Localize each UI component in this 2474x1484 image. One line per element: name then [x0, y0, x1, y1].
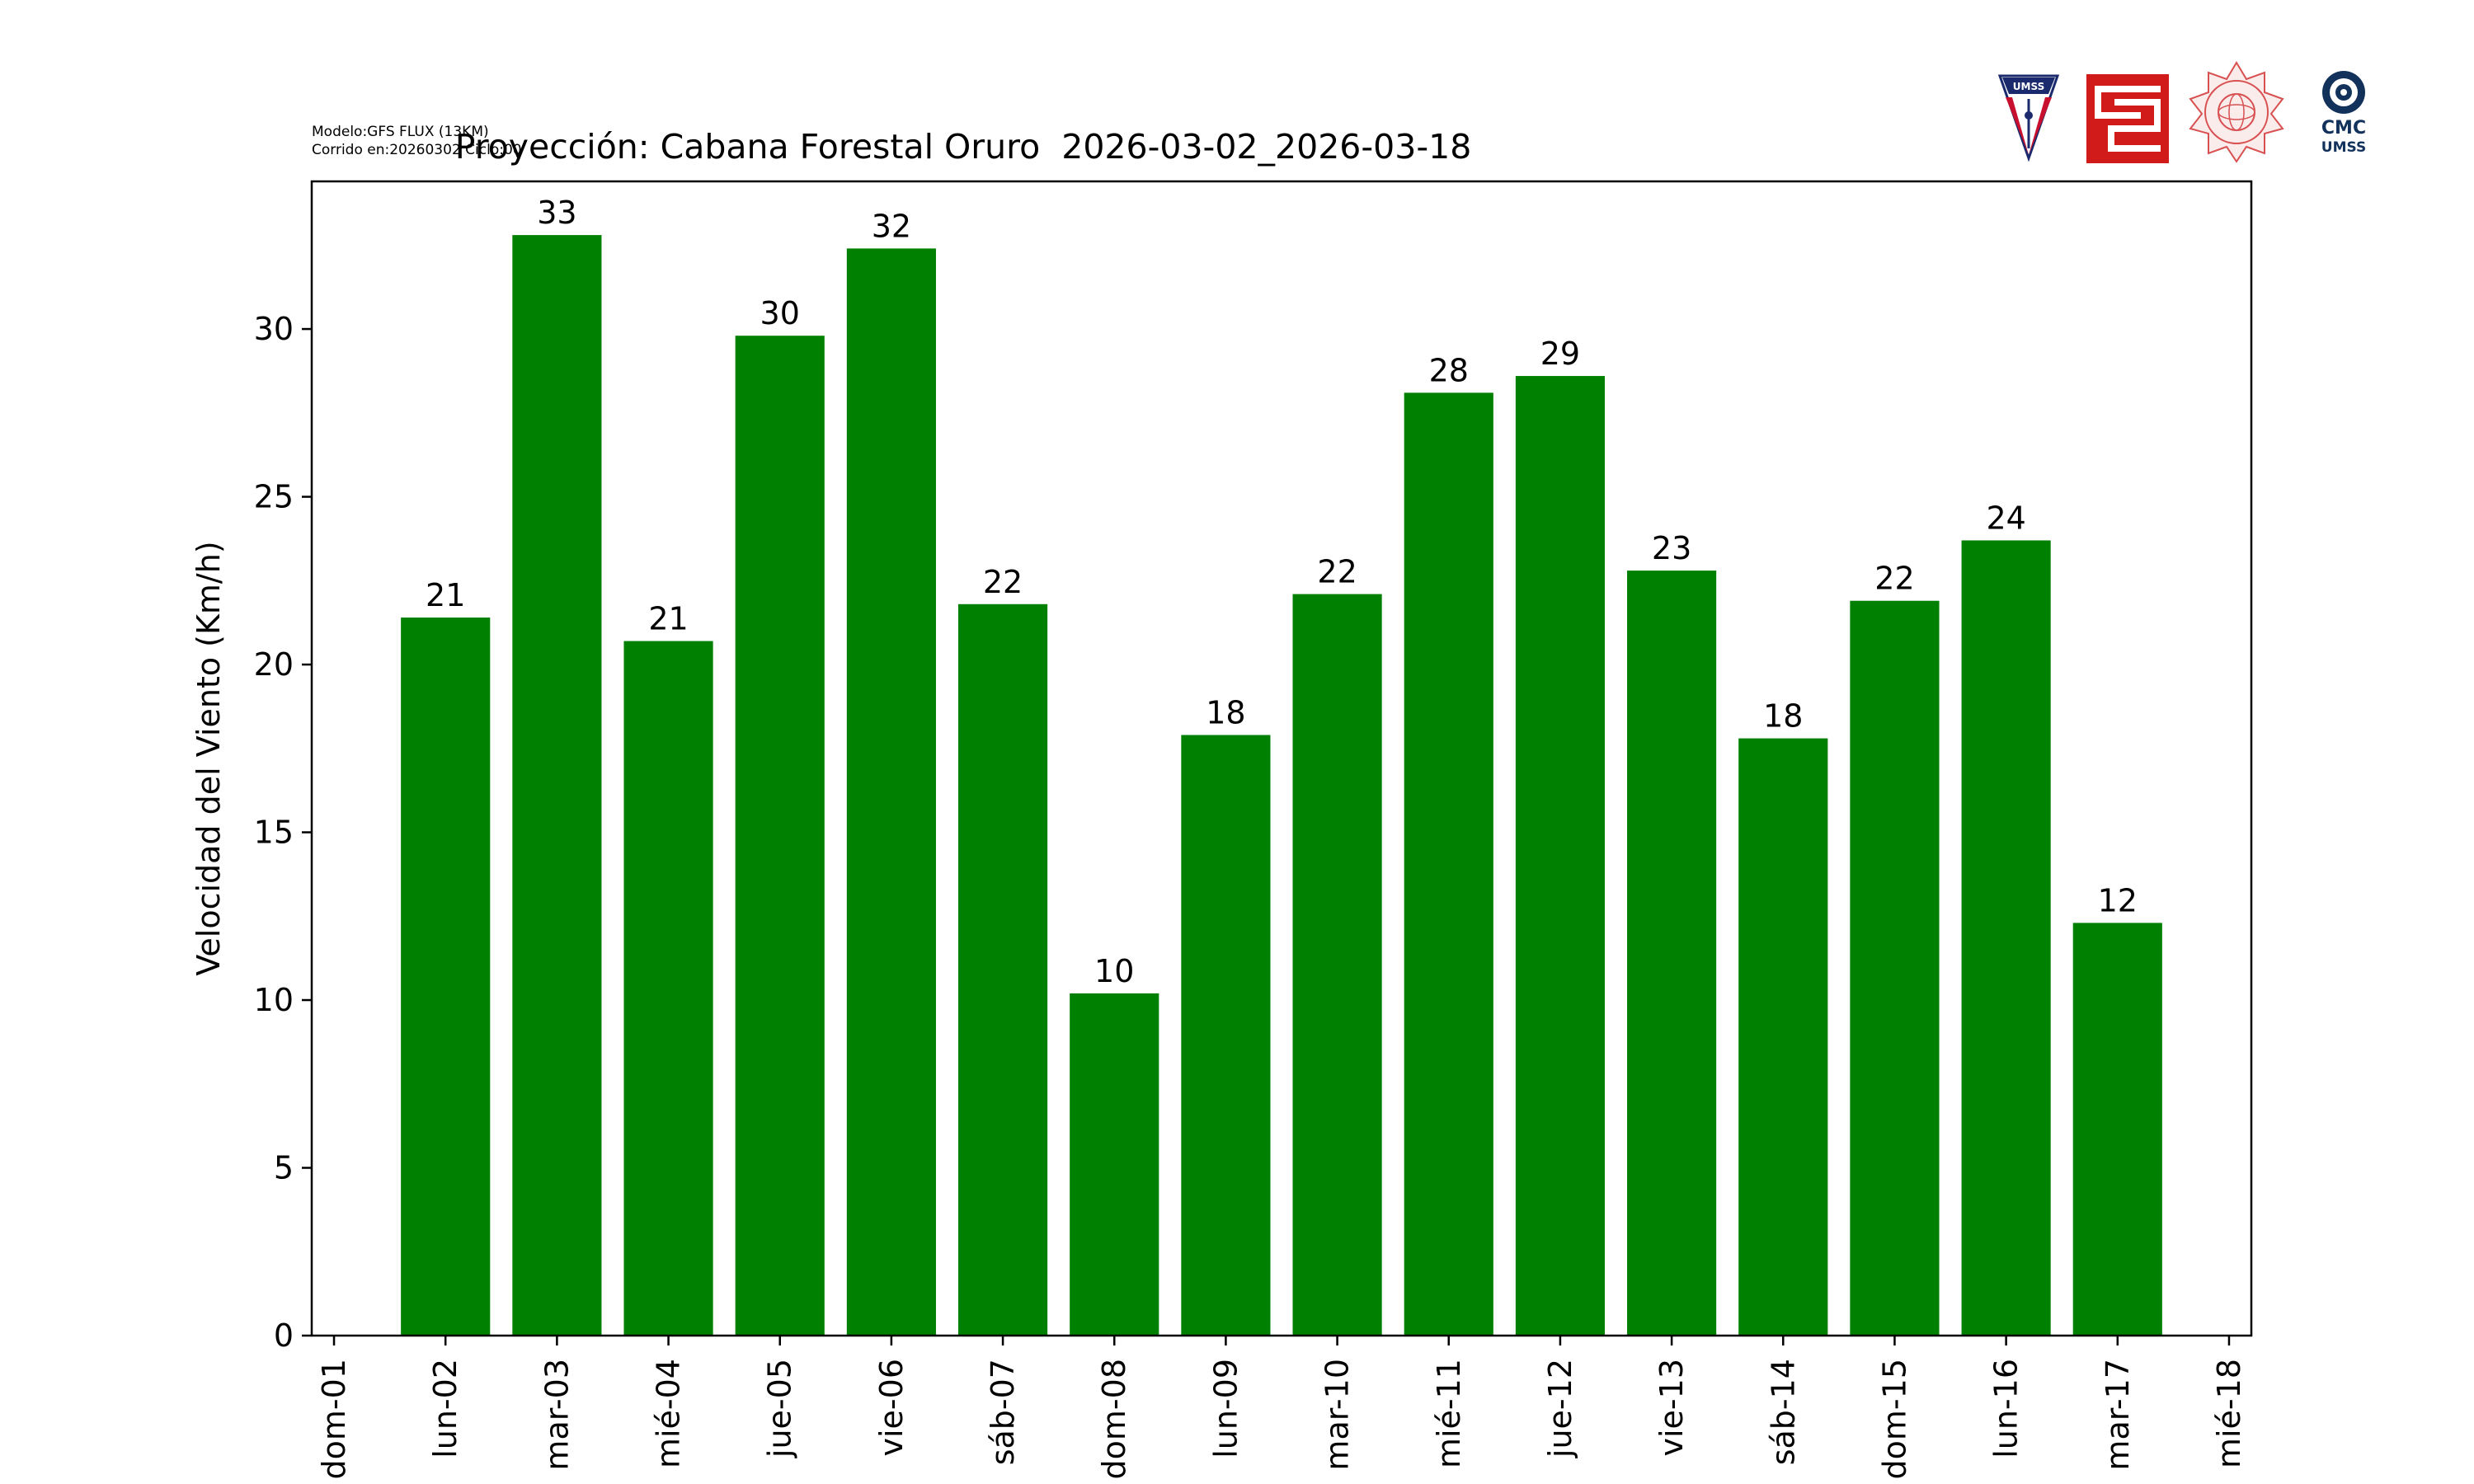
physics-department-seal-logo [2189, 61, 2284, 163]
data-label-jue-05: 30 [760, 295, 800, 331]
x-tick-label-lun-02: lun-02 [427, 1359, 463, 1458]
bar-mar-17 [2072, 923, 2162, 1336]
x-axis: dom-01 lun-02 mar-03 mié-04 jue-05 vie-06 sáb-… [316, 1336, 2247, 1479]
umss-shield-text: UMSS [2013, 81, 2044, 92]
y-tick-label: 20 [254, 646, 294, 683]
x-tick-label-mar-10: mar-10 [1319, 1359, 1356, 1471]
cmc-logo-subtext: UMSS [2321, 139, 2366, 156]
y-tick-label: 15 [254, 815, 294, 851]
x-tick-label-dom-15: dom-15 [1876, 1359, 1912, 1479]
cmc-logo-text: CMC [2321, 118, 2366, 139]
y-tick-label: 25 [254, 479, 294, 515]
y-tick-label: 0 [274, 1317, 294, 1354]
x-tick-label-mar-17: mar-17 [2100, 1359, 2136, 1471]
y-tick-label: 10 [254, 982, 294, 1018]
x-tick-label-jue-12: jue-12 [1542, 1359, 1578, 1458]
x-tick-label-lun-16: lun-16 [1988, 1359, 2025, 1458]
y-axis-label: Velocidad del Viento (Km/h) [190, 541, 227, 975]
x-tick-label-mié-18: mié-18 [2211, 1359, 2247, 1468]
x-tick-label-mié-04: mié-04 [651, 1359, 687, 1468]
bar-lun-02 [401, 618, 491, 1336]
bar-vie-06 [846, 248, 936, 1336]
bar-jue-05 [735, 336, 825, 1336]
data-label-lun-09: 18 [1206, 695, 1245, 731]
data-label-lun-16: 24 [1986, 500, 2025, 536]
model-run-text: Corrido en:20260302 Ciclo:00 [312, 142, 522, 158]
data-label-dom-15: 22 [1874, 561, 1914, 597]
data-label-mié-04: 21 [648, 601, 688, 637]
data-label-sáb-14: 18 [1763, 698, 1803, 735]
plot-frame [310, 180, 2253, 1337]
model-name-text: Modelo:GFS FLUX (13KM) [312, 124, 489, 140]
x-tick-label-vie-06: vie-06 [873, 1359, 910, 1457]
bar-jue-12 [1515, 376, 1605, 1336]
bar-mié-04 [623, 641, 713, 1336]
data-label-dom-08: 10 [1094, 953, 1134, 989]
data-label-mié-11: 28 [1429, 352, 1469, 388]
data-label-lun-02: 21 [426, 577, 465, 613]
bar-mar-03 [512, 235, 602, 1336]
x-tick-label-lun-09: lun-09 [1207, 1359, 1244, 1458]
data-label-mar-03: 33 [537, 195, 576, 231]
x-tick-label-dom-08: dom-08 [1096, 1359, 1132, 1479]
bar-dom-15 [1850, 600, 1940, 1336]
x-tick-label-sáb-07: sáb-07 [985, 1359, 1021, 1465]
x-tick-label-dom-01: dom-01 [316, 1359, 352, 1479]
data-label-jue-12: 29 [1540, 336, 1580, 372]
bar-vie-13 [1627, 571, 1717, 1336]
bar-sáb-07 [958, 603, 1048, 1336]
umss-shield-logo: UMSS [1997, 74, 2060, 162]
bar-mié-11 [1404, 392, 1493, 1336]
bar-dom-08 [1070, 993, 1159, 1336]
x-tick-label-mar-03: mar-03 [539, 1359, 575, 1471]
bars-layer [401, 235, 2162, 1336]
data-label-mar-10: 22 [1317, 554, 1357, 590]
data-label-vie-13: 23 [1652, 530, 1691, 566]
y-tick-label: 5 [274, 1150, 294, 1186]
bar-lun-16 [1961, 540, 2051, 1336]
chart-title: Proyección: Cabana Forestal Oruro 2026-0… [455, 127, 1472, 167]
data-label-sáb-07: 22 [983, 564, 1023, 600]
bar-lun-09 [1181, 735, 1271, 1336]
x-tick-label-jue-05: jue-05 [762, 1359, 798, 1458]
bar-sáb-14 [1738, 738, 1828, 1336]
x-tick-label-mié-11: mié-11 [1431, 1359, 1467, 1468]
data-label-mar-17: 12 [2098, 882, 2138, 918]
y-axis: 0 5 10 15 20 25 30 [254, 311, 312, 1354]
bar-mar-10 [1292, 594, 1382, 1336]
y-tick-label: 30 [254, 311, 294, 347]
engineering-faculty-logo [2086, 74, 2169, 163]
data-label-vie-06: 32 [872, 208, 911, 244]
x-tick-label-vie-13: vie-13 [1653, 1359, 1690, 1457]
x-tick-label-sáb-14: sáb-14 [1765, 1359, 1801, 1465]
data-labels-layer: 21 33 21 30 32 22 10 18 22 28 29 23 18 22 24 12 [426, 195, 2138, 989]
cmc-umss-logo: CMC UMSS [2321, 71, 2366, 156]
